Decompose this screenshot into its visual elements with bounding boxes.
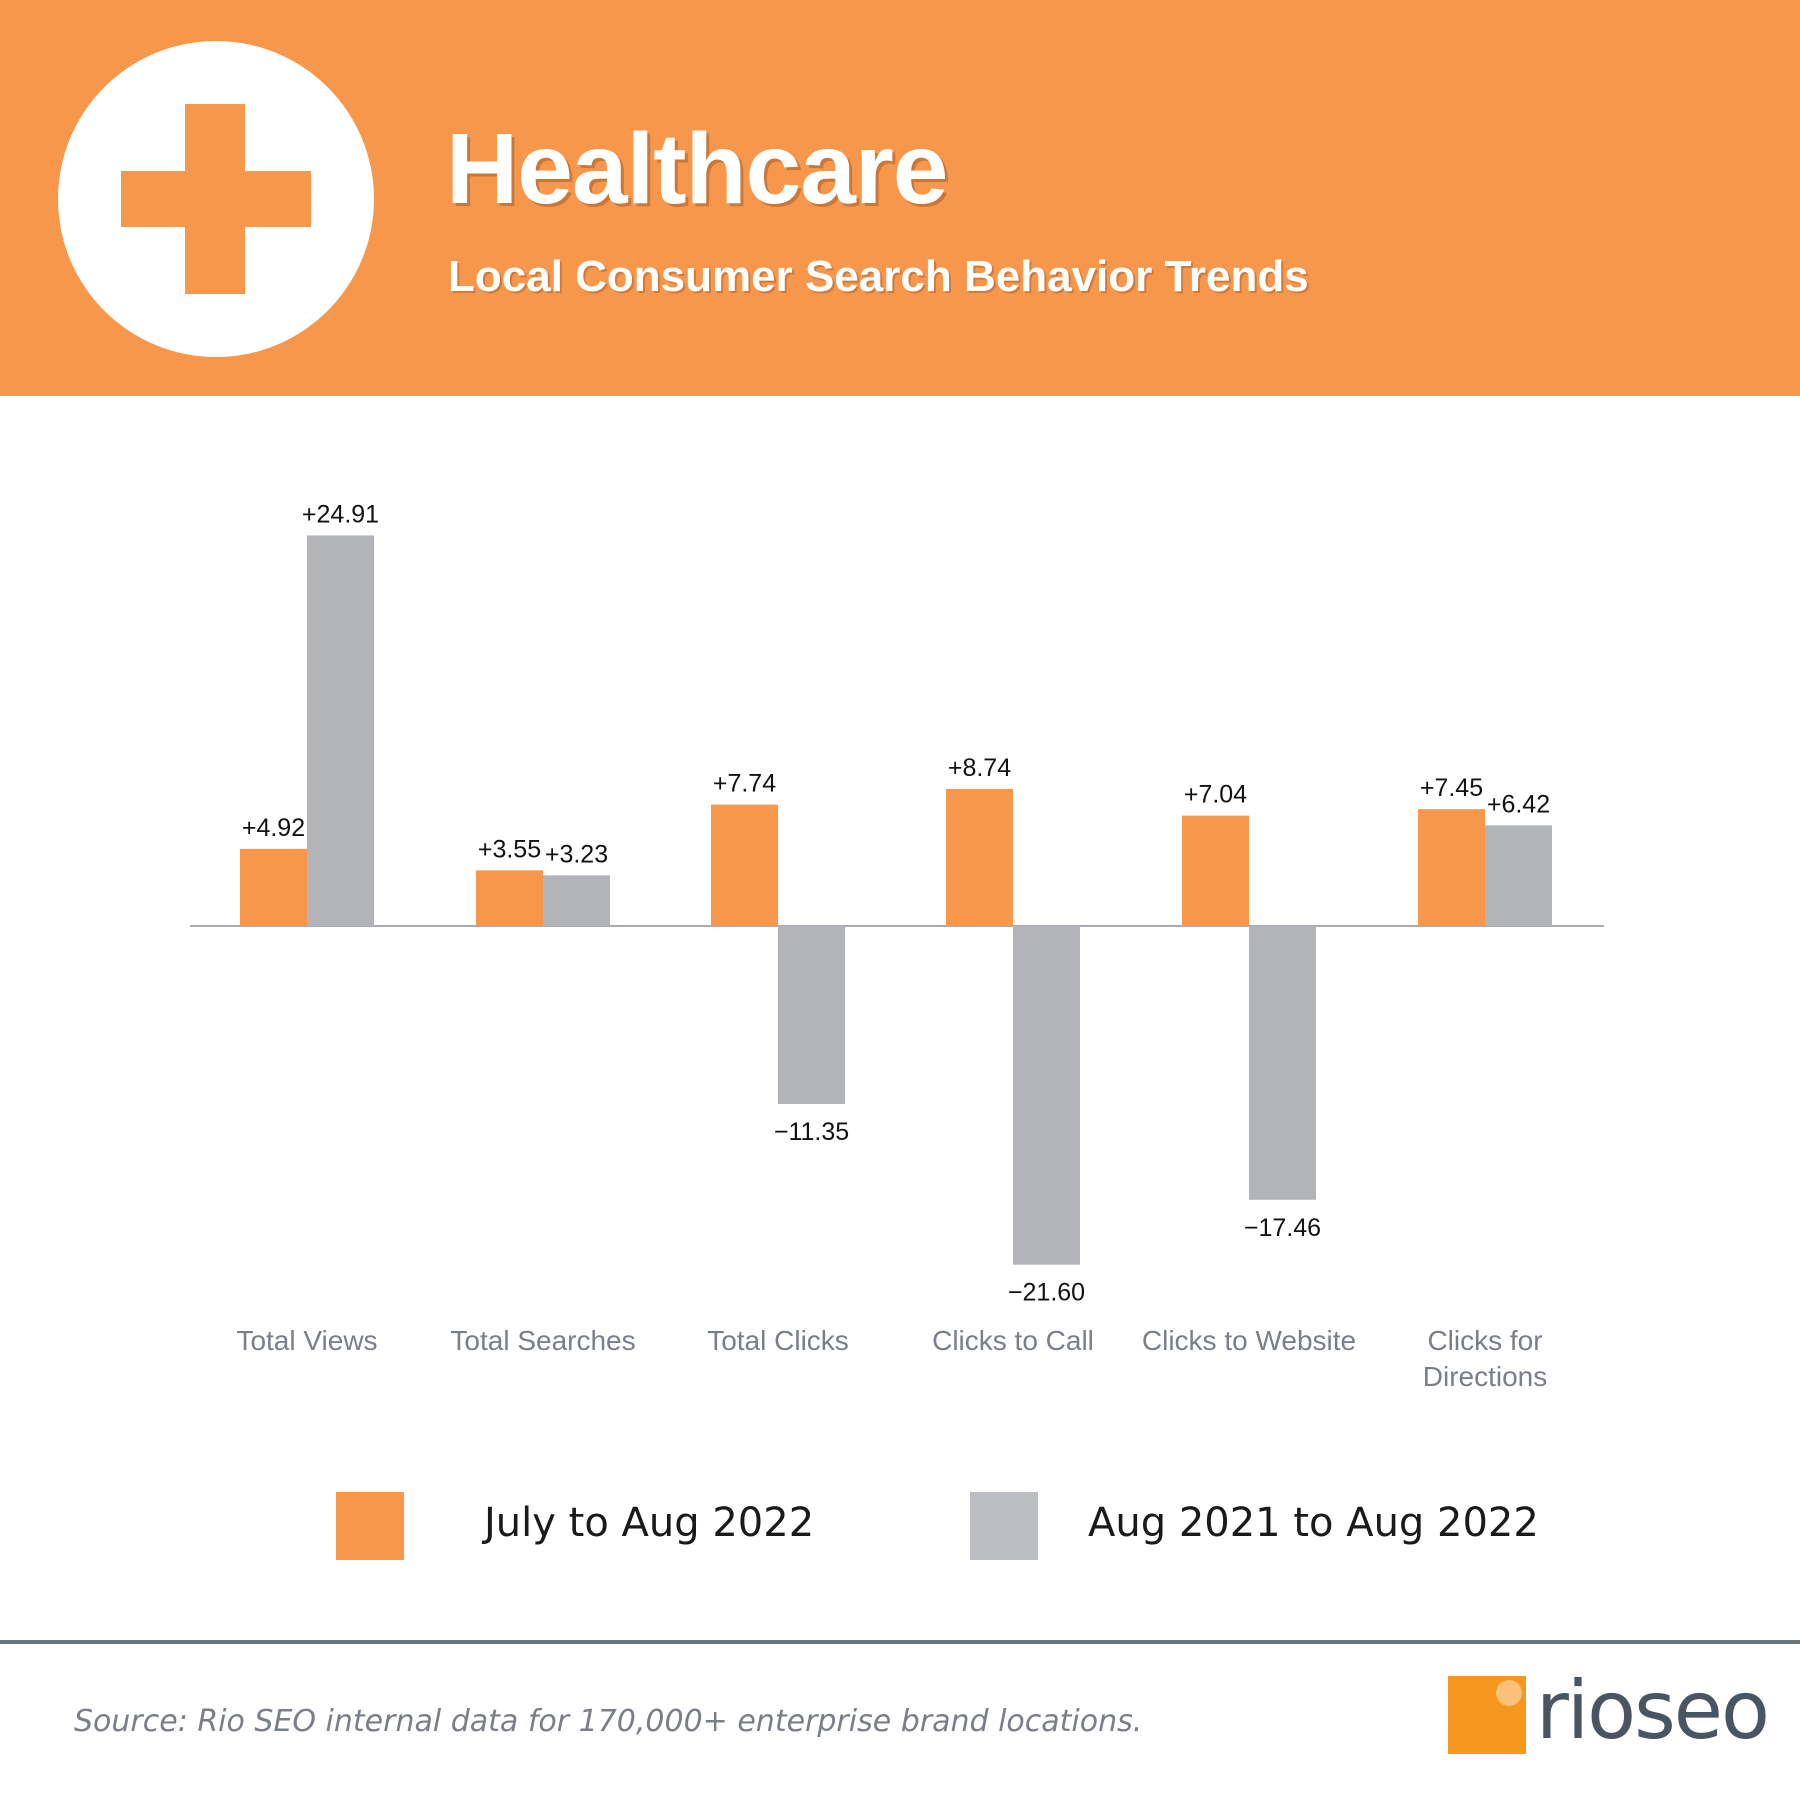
legend-label-2: Aug 2021 to Aug 2022 — [1088, 1500, 1539, 1546]
category-label-3: Clicks to Call — [932, 1325, 1094, 1356]
footer-divider — [0, 1640, 1800, 1644]
bar-jul-aug-2022-5 — [1418, 809, 1485, 926]
bar-jul-aug-2022-0 — [240, 848, 307, 926]
brand-logo: rioseo — [1536, 1664, 1770, 1757]
data-label-0-4: +7.04 — [1184, 781, 1247, 809]
data-label-1-4: −17.46 — [1244, 1214, 1321, 1242]
data-label-1-5: +6.42 — [1487, 790, 1550, 818]
data-label-1-3: −21.60 — [1008, 1279, 1085, 1307]
data-label-1-2: −11.35 — [774, 1118, 849, 1146]
bar-chart: +4.92 +3.55 +7.74 +8.74 +7.04 +7.45 +24.91 +3.2… — [190, 500, 1604, 1392]
data-label-0-5: +7.45 — [1420, 774, 1483, 802]
bar-aug21-aug22-5 — [1485, 825, 1552, 926]
bar-jul-aug-2022-4 — [1182, 815, 1249, 926]
legend-swatch-orange — [336, 1492, 404, 1560]
category-label-5: Clicks for — [1427, 1325, 1542, 1356]
page-subtitle: Local Consumer Search Behavior Trends — [448, 252, 1309, 301]
category-label-0: Total Views — [236, 1325, 377, 1356]
bar-jul-aug-2022-2 — [711, 804, 778, 926]
category-label-4: Clicks to Website — [1142, 1325, 1356, 1356]
bar-aug21-aug22-3 — [1013, 926, 1080, 1265]
data-label-1-1: +3.23 — [545, 840, 608, 868]
bar-jul-aug-2022-1 — [476, 870, 543, 926]
legend-label-1: July to Aug 2022 — [484, 1500, 815, 1546]
page-title: Healthcare — [446, 113, 948, 225]
bar-jul-aug-2022-3 — [946, 788, 1013, 926]
data-label-0-2: +7.74 — [713, 770, 776, 798]
source-note: Source: Rio SEO internal data for 170,00… — [74, 1704, 1143, 1739]
brand-logo-dot — [1496, 1680, 1522, 1706]
cross-horizontal — [121, 171, 311, 227]
header-banner: Healthcare Local Consumer Search Behavio… — [0, 0, 1800, 396]
bar-aug21-aug22-0 — [307, 535, 374, 926]
legend-swatch-gray — [970, 1492, 1038, 1560]
bar-aug21-aug22-2 — [778, 926, 845, 1104]
bar-aug21-aug22-1 — [543, 875, 610, 926]
category-label-5: Directions — [1423, 1361, 1547, 1392]
data-label-1-0: +24.91 — [302, 500, 379, 528]
bar-aug21-aug22-4 — [1249, 926, 1316, 1200]
data-label-0-3: +8.74 — [948, 754, 1011, 782]
data-label-0-0: +4.92 — [242, 814, 305, 842]
category-label-2: Total Clicks — [707, 1325, 849, 1356]
data-label-0-1: +3.55 — [478, 835, 541, 863]
category-label-1: Total Searches — [450, 1325, 635, 1356]
